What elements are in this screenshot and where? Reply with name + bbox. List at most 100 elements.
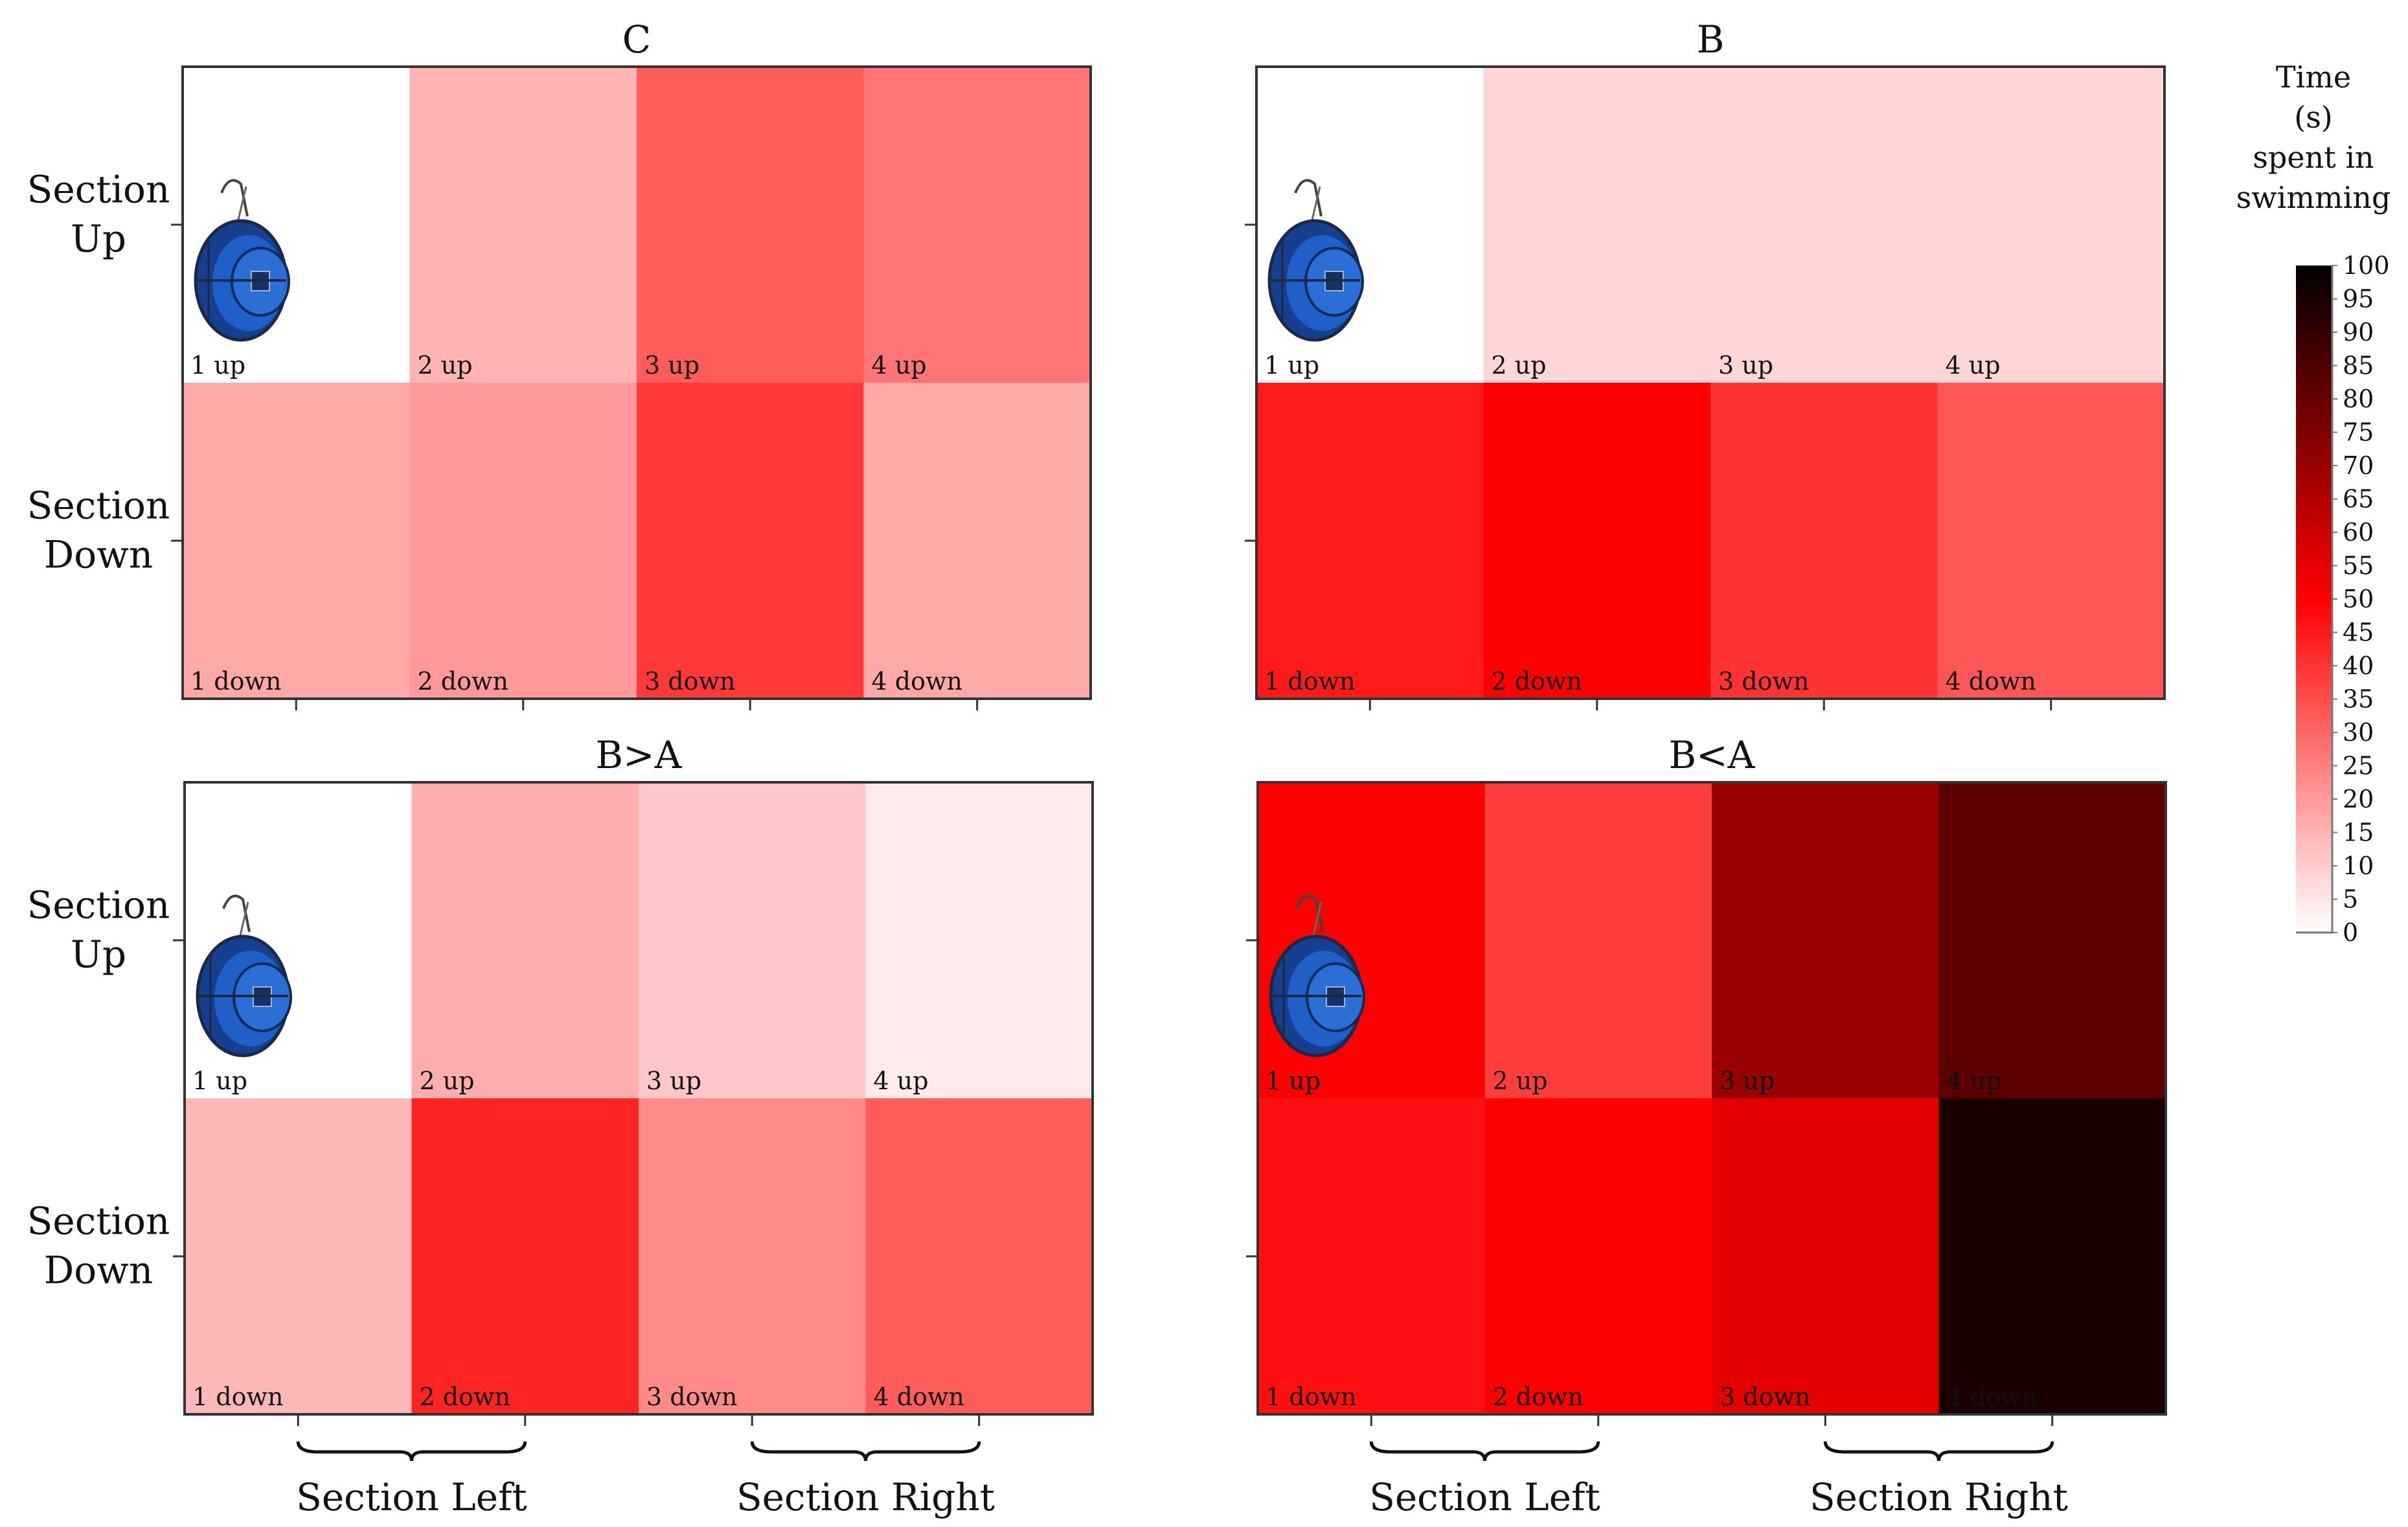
row-label: Section Down: [27, 484, 170, 577]
heatmap-cell: [865, 782, 1093, 1099]
colorbar-title-line: (s): [2294, 100, 2333, 135]
row-label: Section Up: [27, 883, 170, 977]
section-brace: [1823, 1441, 2054, 1462]
colorbar-title-line: swimming: [2236, 180, 2391, 215]
heatmap-cell: [1256, 67, 1484, 383]
heatmap-cell: [185, 782, 412, 1099]
section-label: Section Right: [1810, 1475, 2068, 1519]
panel-title: B<A: [1668, 733, 1755, 777]
cell-label: 4 down: [1947, 1383, 2038, 1411]
cell-label: 3 up: [1718, 351, 1773, 379]
heatmap-cell: [639, 782, 866, 1099]
heatmap-cell: [409, 67, 637, 383]
heatmap-cell: [1258, 782, 1485, 1099]
speaker-device-icon: [1267, 179, 1364, 342]
cell-label: 2 down: [1492, 667, 1582, 696]
heatmap-cell: [639, 1098, 866, 1415]
heatmap-cell: [1712, 782, 1939, 1099]
heatmap-cell: [183, 67, 410, 383]
colorbar-tick-label: 70: [2343, 451, 2374, 480]
heatmap-cell: [637, 67, 864, 383]
row-label: Section Down: [27, 1199, 170, 1293]
speaker-device-icon: [1269, 894, 1365, 1058]
heatmap-cell: [863, 383, 1091, 699]
panel-frame: [1255, 65, 2166, 700]
section-brace: [1369, 1441, 1600, 1462]
heatmap-panel: B>A 1 up 2 up 3 up 4 up 1 down 2 down 3 down 4 d…: [27, 733, 1094, 1519]
panel-title: C: [622, 17, 651, 62]
cell-label: 2 up: [418, 351, 473, 379]
heatmap-cell: [1256, 383, 1484, 699]
speaker-device-icon: [196, 894, 292, 1058]
cell-label: 4 down: [1946, 667, 2036, 696]
colorbar-tick-label: 55: [2343, 552, 2374, 580]
cell-label: 1 down: [1264, 667, 1355, 696]
colorbar-tick-label: 20: [2343, 785, 2374, 813]
colorbar-tick-label: 50: [2343, 585, 2374, 613]
colorbar-tick-label: 45: [2343, 618, 2374, 647]
colorbar-title-line: Time: [2276, 60, 2351, 95]
heatmap-cell: [1938, 782, 2166, 1099]
cell-label: 3 up: [644, 351, 699, 379]
heatmap-cell: [1258, 1098, 1485, 1415]
cell-label: 4 up: [872, 351, 927, 379]
row-label: Section Up: [27, 168, 170, 261]
cell-label: 3 up: [646, 1067, 701, 1095]
cell-label: 1 down: [1266, 1383, 1356, 1411]
colorbar-tick-label: 35: [2343, 685, 2374, 714]
cell-label: 2 down: [1493, 1383, 1584, 1411]
colorbar-tick-label: 100: [2343, 251, 2390, 280]
cell-label: 3 down: [644, 667, 735, 696]
cell-label: 2 down: [418, 667, 508, 696]
heatmap-cell: [1937, 383, 2165, 699]
heatmap-cell: [185, 1098, 412, 1415]
cell-label: 4 down: [874, 1383, 964, 1411]
heatmap-panel: B 1 up 2 up 3 up 4 up 1 down 2 down 3 down 4 dow…: [1245, 17, 2166, 710]
panel-frame: [1256, 781, 2167, 1416]
colorbar-title-line: spent in: [2253, 140, 2374, 175]
colorbar: Time(s)spent inswimming10095908580757065…: [2236, 60, 2391, 947]
heatmap-cell: [1710, 67, 1938, 383]
speaker-device-icon: [194, 179, 290, 342]
heatmap-cell: [1937, 67, 2165, 383]
colorbar-tick-label: 80: [2343, 385, 2374, 413]
colorbar-tick-label: 75: [2343, 418, 2374, 447]
section-label: Section Left: [1369, 1475, 1600, 1519]
colorbar-tick-label: 85: [2343, 352, 2374, 380]
cell-label: 2 up: [1493, 1067, 1548, 1095]
cell-label: 3 down: [646, 1383, 737, 1411]
heatmap-panel: B<A 1 up 2 up 3 up 4 up 1 down 2 down 3 down 4 d…: [1246, 733, 2167, 1519]
section-brace: [750, 1441, 981, 1462]
heatmap-cell: [1483, 383, 1711, 699]
heatmap-cell: [1484, 782, 1712, 1099]
heatmap-cell: [1712, 1098, 1939, 1415]
cell-label: 2 down: [420, 1383, 510, 1411]
heatmap-cell: [1483, 67, 1711, 383]
heatmap-cell: [863, 67, 1091, 383]
cell-label: 1 up: [1266, 1067, 1321, 1095]
heatmap-cell: [1484, 1098, 1712, 1415]
cell-label: 3 down: [1718, 667, 1809, 696]
heatmap-cell: [183, 383, 410, 699]
colorbar-tick-label: 10: [2343, 852, 2374, 880]
colorbar-tick-label: 0: [2343, 918, 2358, 947]
heatmap-cell: [411, 782, 639, 1099]
colorbar-tick-label: 40: [2343, 651, 2374, 680]
cell-label: 1 down: [190, 667, 281, 696]
panel-title: B>A: [595, 733, 682, 777]
heatmap-cell: [637, 383, 864, 699]
heatmap-cell: [411, 1098, 639, 1415]
cell-label: 1 up: [190, 351, 245, 379]
heatmap-panel: C 1 up 2 up 3 up 4 up 1 down 2 down 3 down 4 dow…: [27, 17, 1092, 710]
cell-label: 4 up: [1946, 351, 2001, 379]
cell-label: 1 up: [192, 1067, 247, 1095]
cell-label: 4 up: [874, 1067, 929, 1095]
colorbar-tick-label: 60: [2343, 518, 2374, 547]
heatmap-cell: [1938, 1098, 2166, 1415]
colorbar-tick-label: 30: [2343, 718, 2374, 747]
cell-label: 2 up: [420, 1067, 475, 1095]
heatmap-cell: [409, 383, 637, 699]
panel-title: B: [1697, 17, 1725, 62]
colorbar-tick-label: 5: [2343, 885, 2358, 914]
